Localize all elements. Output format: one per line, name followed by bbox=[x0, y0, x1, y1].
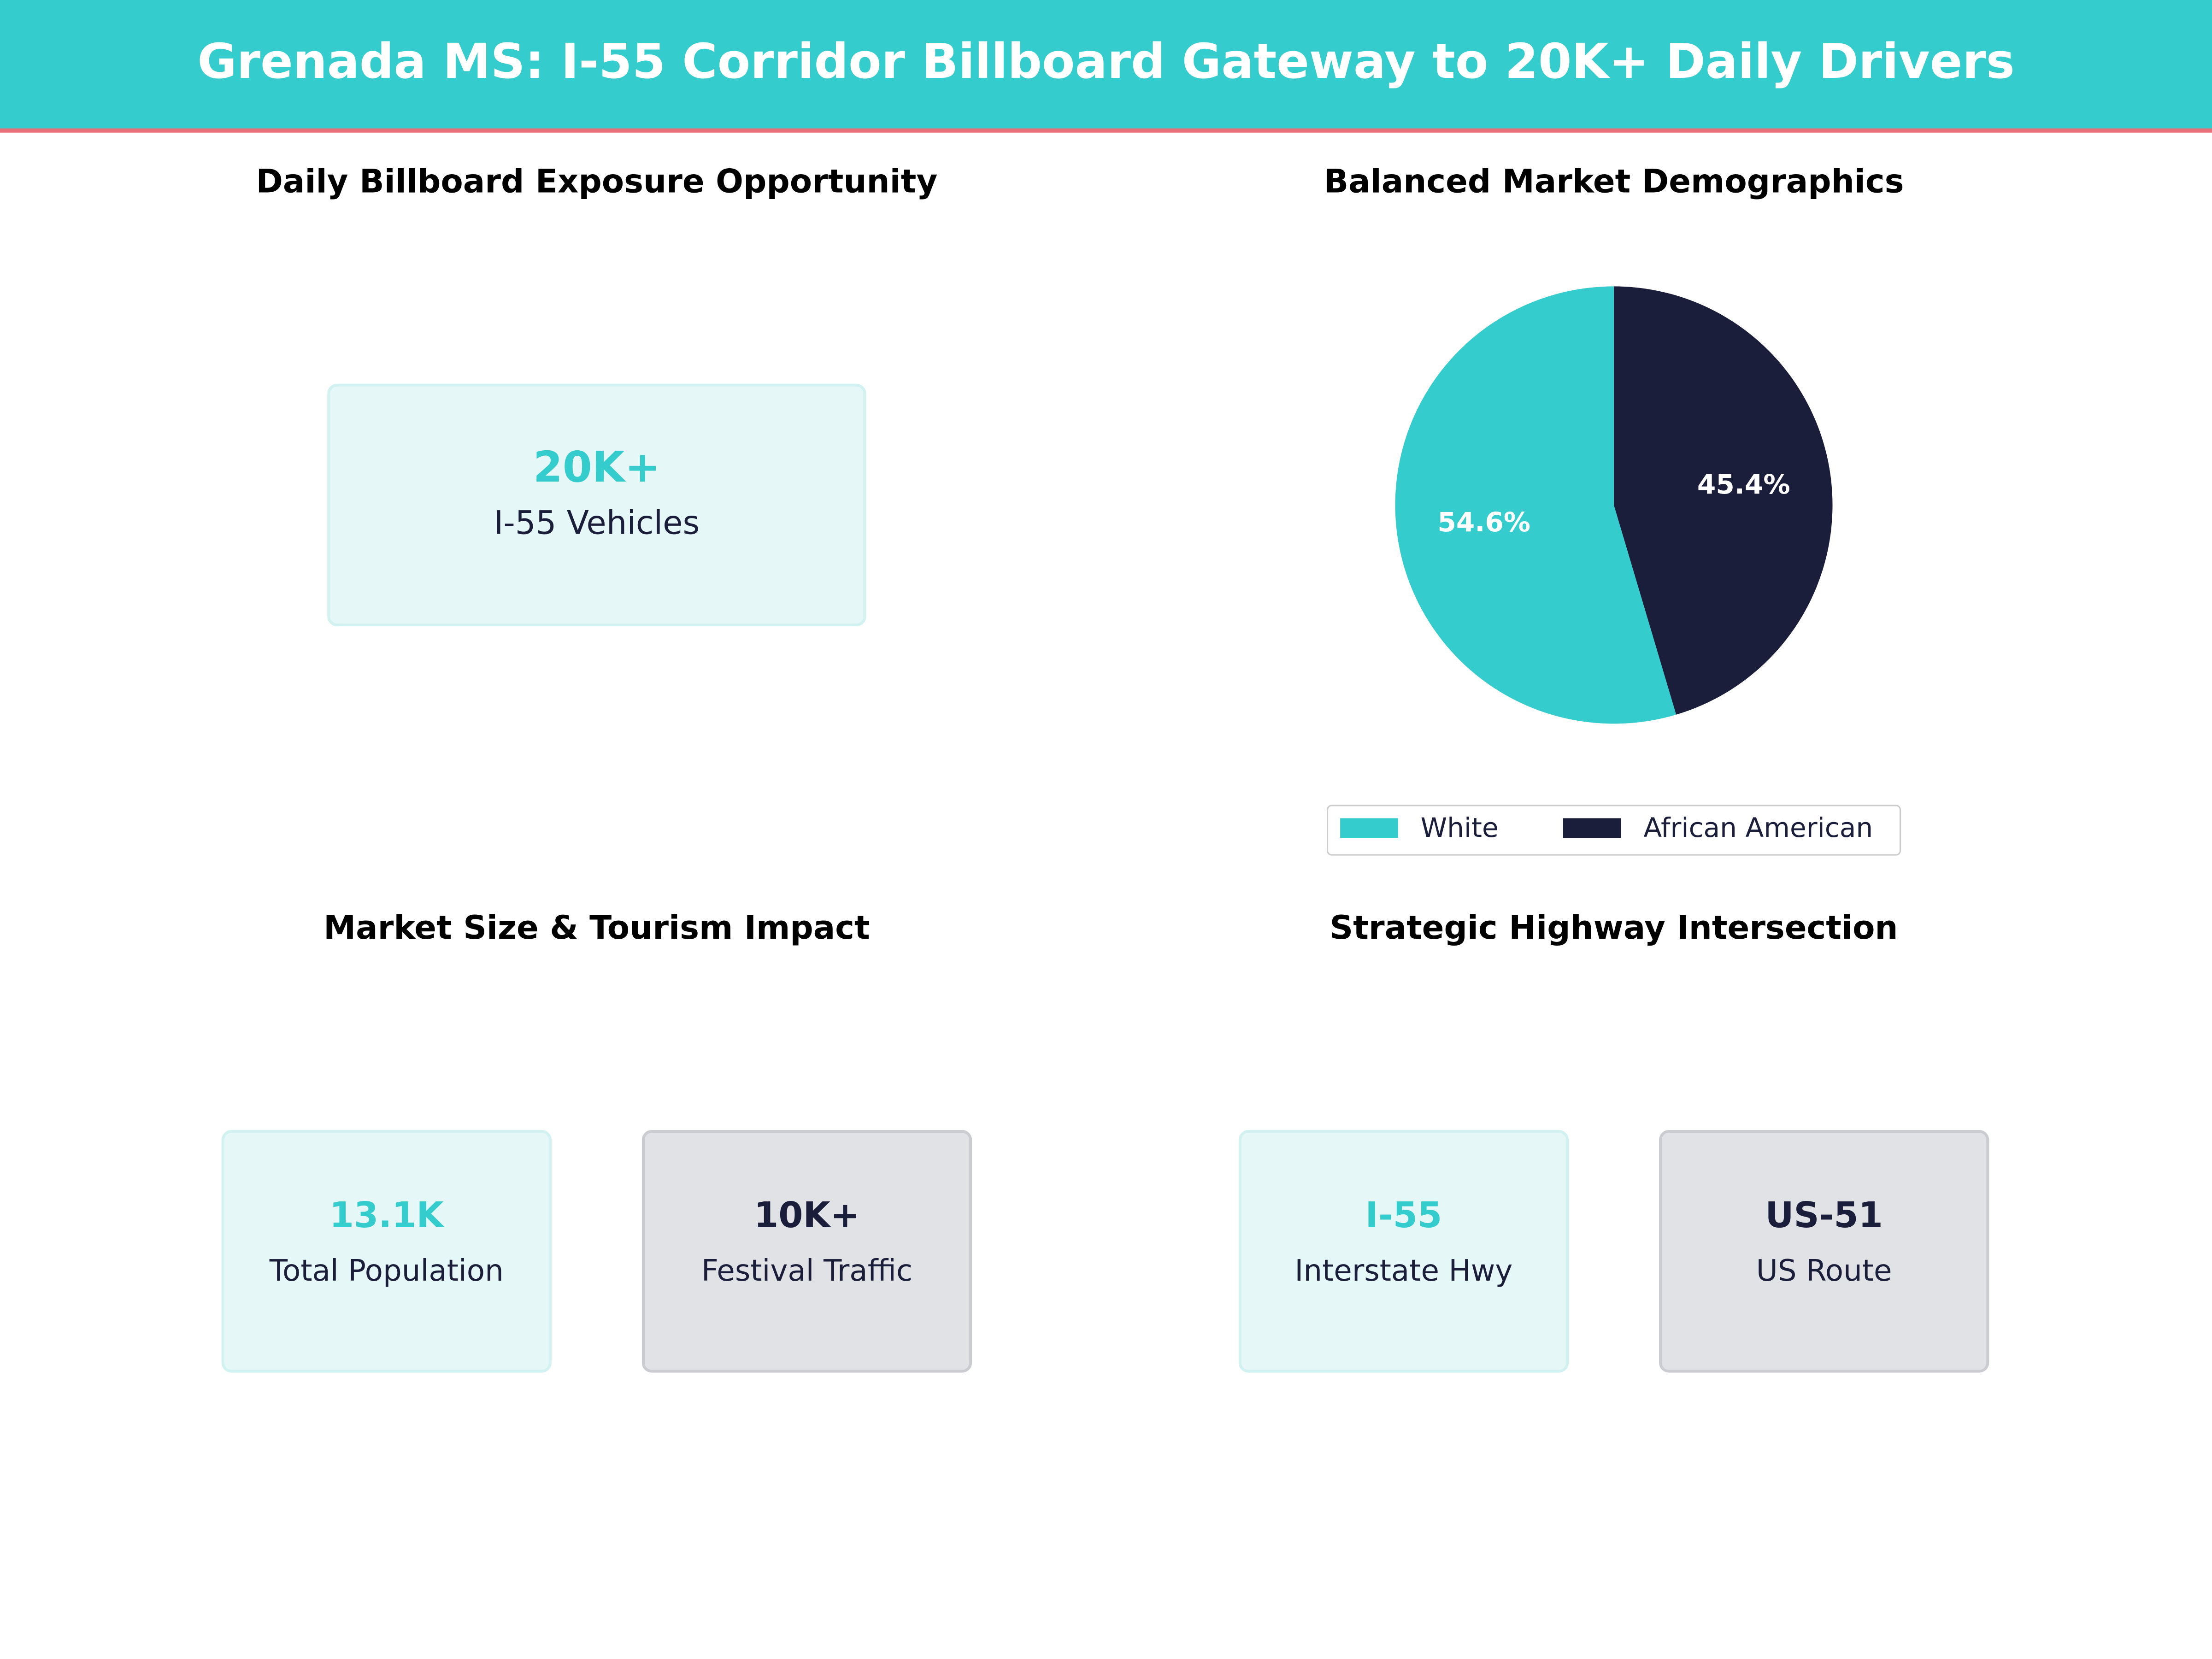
kpi-card bbox=[641, 1130, 972, 1373]
legend-swatch bbox=[1340, 818, 1398, 838]
header-rule bbox=[0, 128, 2212, 133]
pie-slice bbox=[1614, 286, 1833, 715]
kpi-value: I-55 bbox=[1365, 1195, 1442, 1236]
legend-label: African American bbox=[1643, 812, 1873, 843]
pie-slice bbox=[1395, 286, 1677, 724]
kpi-label: I-55 Vehicles bbox=[494, 504, 700, 541]
kpi-value: 13.1K bbox=[329, 1195, 445, 1236]
panel-title: Daily Billboard Exposure Opportunity bbox=[256, 162, 937, 200]
kpi-card bbox=[327, 383, 866, 627]
kpi-value: 20K+ bbox=[533, 442, 660, 492]
header-band bbox=[0, 0, 2212, 130]
kpi-value: US-51 bbox=[1765, 1195, 1883, 1236]
kpi-card bbox=[221, 1130, 552, 1373]
kpi-label: Festival Traffic bbox=[701, 1253, 912, 1288]
pie-label: 45.4% bbox=[1697, 469, 1790, 500]
panel-title: Market Size & Tourism Impact bbox=[324, 909, 870, 947]
kpi-label: Total Population bbox=[269, 1253, 504, 1288]
kpi-value: 10K+ bbox=[754, 1195, 860, 1236]
kpi-label: Interstate Hwy bbox=[1294, 1253, 1512, 1288]
panel-title: Balanced Market Demographics bbox=[1324, 162, 1904, 200]
pie-label: 54.6% bbox=[1437, 506, 1530, 538]
kpi-label: US Route bbox=[1756, 1253, 1892, 1288]
page-title: Grenada MS: I-55 Corridor Billboard Gate… bbox=[197, 33, 2014, 89]
legend-label: White bbox=[1421, 812, 1499, 843]
panel-title: Strategic Highway Intersection bbox=[1330, 909, 1898, 947]
legend-swatch bbox=[1563, 818, 1621, 838]
kpi-card bbox=[1659, 1130, 1989, 1373]
kpi-card bbox=[1238, 1130, 1569, 1373]
